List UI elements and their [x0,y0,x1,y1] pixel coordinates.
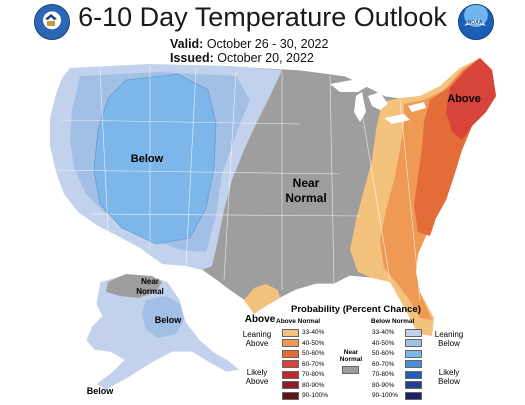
below-legend-row: 60-70% [372,360,422,369]
alaska-below-40-region [142,296,184,338]
probability-legend: Probability (Percent Chance) Above Norma… [236,300,472,404]
above-normal-header: Above Normal [276,318,321,325]
below-legend-percent-label: 90-100% [372,392,399,399]
likely-below-label: Likely Below [428,368,470,386]
above-legend-row: 70-80% [282,370,324,379]
leaning-below-line1: Leaning [434,330,464,339]
below-legend-swatch [405,339,422,347]
above-legend-percent-label: 90-100% [302,392,329,399]
below-legend-percent-label: 50-60% [372,350,395,357]
legend-title: Probability (Percent Chance) [291,304,421,315]
issued-date: October 20, 2022 [217,51,314,65]
commerce-seal-icon [34,4,70,40]
above-legend-percent-label: 70-80% [302,371,325,378]
above-legend-percent-label: 80-90% [302,381,325,389]
below-normal-header: Below Normal [371,318,415,325]
below-legend-percent-label: 60-70% [372,360,395,368]
below-legend-percent-label: 80-90% [372,381,395,389]
label-texas-above: Above [245,314,276,325]
above-legend-row: 50-60% [282,349,324,358]
below-legend-percent-label: 40-50% [372,339,395,347]
noaa-logo-text: NOAA [467,20,482,26]
near-normal-swatch [342,366,359,374]
leaning-above-label: Leaning Above [236,330,278,348]
label-central-near-line2: Normal [285,191,326,205]
above-legend-swatch [282,370,299,379]
below-legend-swatch [405,360,422,368]
above-legend-percent-label: 50-60% [302,350,325,357]
label-central-near-line1: Near [293,176,320,190]
valid-line: Valid: October 26 - 30, 2022 [170,37,328,51]
near-normal-line1: Near [343,349,359,356]
below-legend-row: 90-100% [372,391,422,400]
valid-label: Valid: [170,37,204,51]
issued-label: Issued: [170,51,214,65]
state-lines [55,66,421,301]
above-legend-row: 60-70% [282,360,324,369]
above-legend-swatch [282,339,299,347]
label-alaska-near-line1: Near [141,277,159,286]
issued-line: Issued: October 20, 2022 [170,51,314,65]
below-legend-swatch [405,328,422,337]
label-alaska-below: Below [155,315,183,325]
below-legend-swatch [405,370,422,379]
above-legend-swatch [282,360,299,368]
noaa-logo-icon: NOAA [458,4,494,40]
below-legend-percent-label: 70-80% [372,371,395,378]
above-legend-swatch [282,349,299,358]
texas-leaning-above-region [244,284,280,314]
above-legend-percent-label: 33-40% [302,329,325,336]
great-lakes [330,80,426,124]
above-legend-swatch [282,381,299,389]
valid-dates: October 26 - 30, 2022 [206,37,329,51]
above-legend-percent-label: 40-50% [302,339,325,347]
near-normal-legend-label: Near Normal [336,349,366,363]
below-legend-percent-label: 33-40% [372,329,395,336]
leaning-above-line2: Above [245,339,269,348]
below-legend-row: 80-90% [372,381,422,390]
likely-below-line2: Below [438,377,460,386]
alaska-near-normal-region [106,274,162,298]
label-alaska-southwest-below: Below [87,386,115,396]
page-title: 6-10 Day Temperature Outlook [78,2,447,32]
northeast-above-60-region [446,58,496,140]
above-legend-percent-label: 60-70% [302,360,325,368]
below-legend-row: 33-40% [372,328,422,337]
above-legend-row: 90-100% [282,391,328,400]
above-legend-row: 80-90% [282,381,324,390]
above-legend-row: 33-40% [282,328,324,337]
above-legend-row: 40-50% [282,339,324,348]
below-legend-row: 70-80% [372,370,422,379]
likely-above-label: Likely Above [236,368,278,386]
below-legend-swatch [405,381,422,389]
likely-above-line2: Above [245,377,269,386]
west-below-50-region [93,73,217,245]
label-northeast-above: Above [447,93,481,105]
leaning-above-line1: Leaning [242,330,272,339]
label-alaska-near-line2: Normal [136,287,164,296]
below-legend-row: 50-60% [372,349,422,358]
below-legend-swatch [405,391,422,400]
label-west-below: Below [131,153,164,165]
likely-below-line1: Likely [438,368,460,377]
near-normal-line2: Normal [339,356,363,363]
below-legend-row: 40-50% [372,339,422,348]
above-legend-swatch [282,328,299,337]
leaning-below-label: Leaning Below [428,330,470,348]
above-legend-swatch [282,391,299,400]
leaning-below-line2: Below [438,339,460,348]
below-legend-swatch [405,349,422,358]
likely-above-line1: Likely [246,368,268,377]
